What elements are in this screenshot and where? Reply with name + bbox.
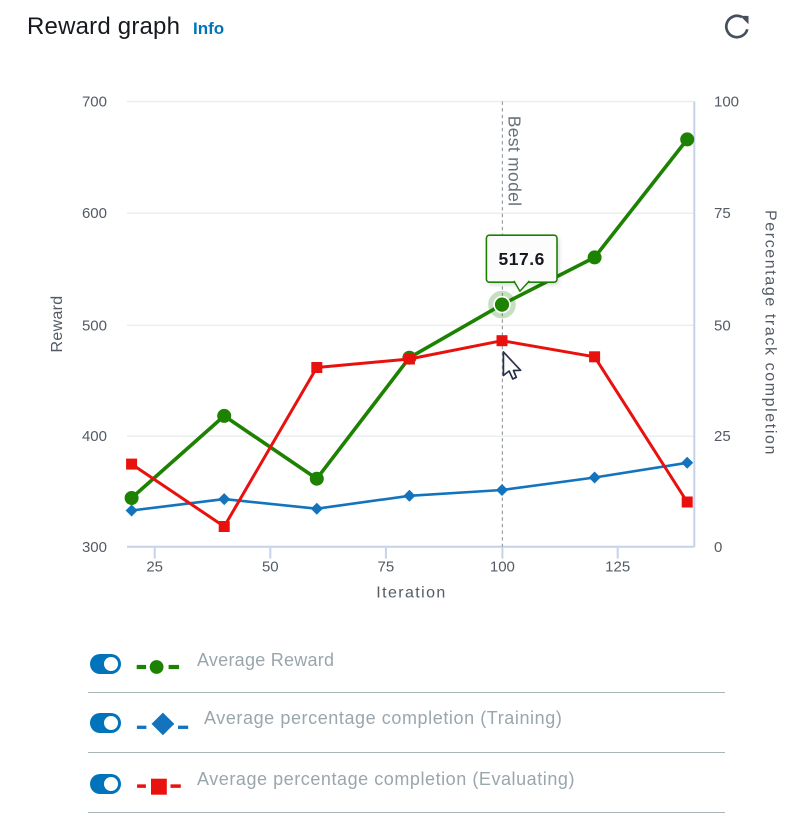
svg-text:400: 400 [82, 428, 107, 445]
svg-text:Best model: Best model [505, 116, 525, 207]
svg-text:Percentage track completion: Percentage track completion [762, 210, 779, 456]
svg-text:600: 600 [82, 205, 107, 222]
svg-text:125: 125 [605, 559, 630, 576]
svg-text:517.6: 517.6 [499, 249, 545, 269]
svg-text:25: 25 [714, 428, 731, 445]
svg-text:Reward: Reward [49, 296, 66, 353]
svg-text:Iteration: Iteration [376, 585, 446, 602]
svg-text:50: 50 [262, 559, 279, 576]
svg-text:700: 700 [82, 94, 107, 111]
svg-text:100: 100 [490, 559, 515, 576]
svg-text:75: 75 [378, 559, 395, 576]
svg-text:300: 300 [82, 539, 107, 556]
svg-text:100: 100 [714, 94, 739, 111]
svg-text:25: 25 [146, 559, 163, 576]
svg-text:50: 50 [714, 317, 731, 334]
svg-text:75: 75 [714, 205, 731, 222]
svg-text:0: 0 [714, 539, 722, 556]
svg-text:500: 500 [82, 317, 107, 334]
